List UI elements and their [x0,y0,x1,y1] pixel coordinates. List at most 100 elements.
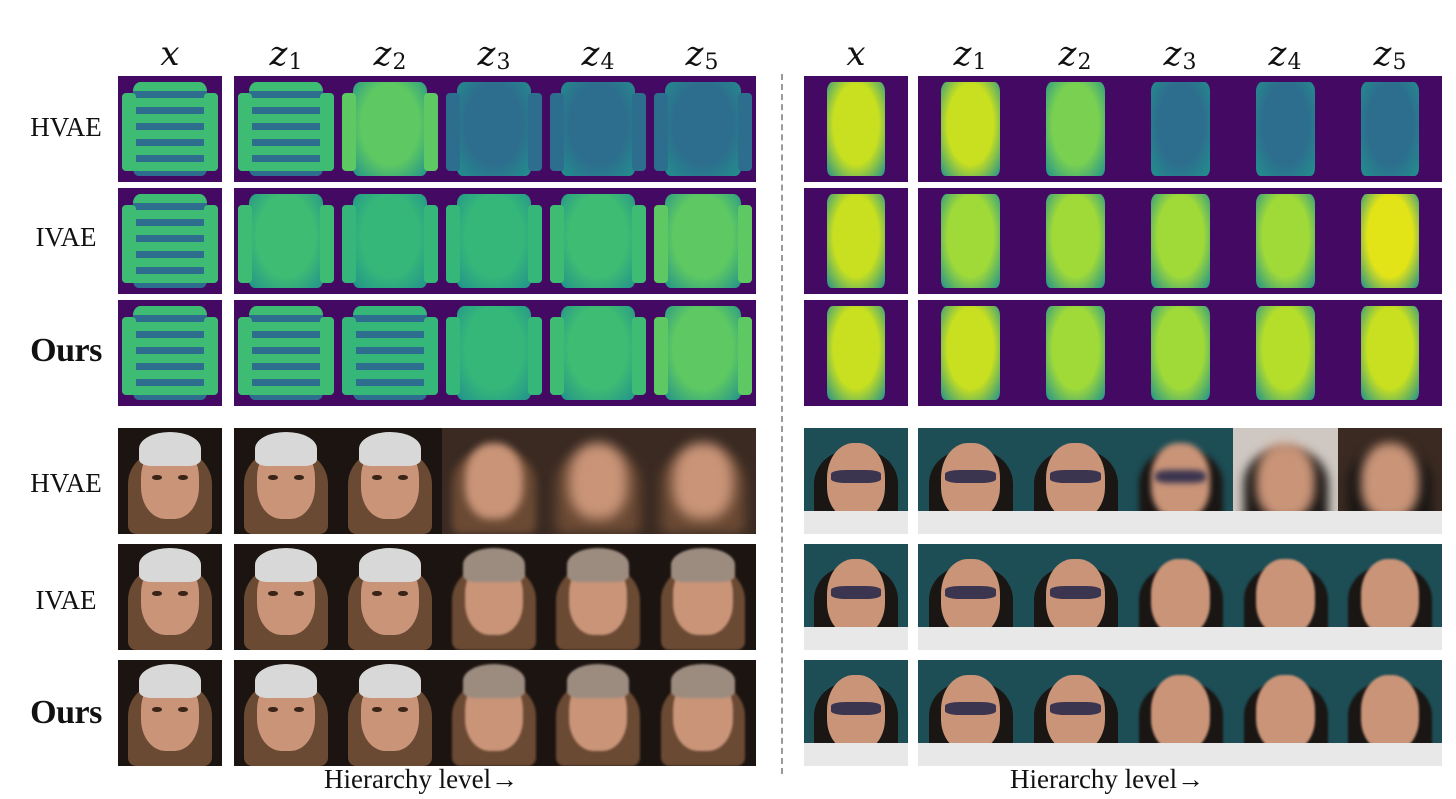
fashion-right-ours-col2 [1023,300,1128,406]
garment-sleeve [654,204,668,284]
fashion-right-ours-col4 [1233,300,1338,406]
face-eye [178,706,188,712]
face-right-ivae-col5 [1338,544,1442,650]
row-label-ivae-fashion: IVAE [35,222,97,252]
face-shirt [1338,626,1442,650]
face-shirt [1338,742,1442,766]
garment-sleeve [122,316,136,396]
garment-sleeve [424,316,438,396]
face-eye [294,706,304,712]
fashion-left-ivae-col5 [650,188,756,294]
face-left-ivae-col0 [118,544,222,650]
garment-sleeve [238,92,252,172]
face-thumbnail-icon [1256,558,1315,636]
col-header-z2-left: z2 [373,34,407,75]
fashion-right-ivae-col2 [1023,188,1128,294]
face-hat [566,548,630,583]
garment-thumbnail-icon [1360,194,1420,288]
face-sunglasses [831,702,881,716]
garment-sleeve [446,92,460,172]
face-right-ours-col0 [804,660,908,766]
face-right-ours-col4 [1233,660,1338,766]
garment-thumbnail-icon [560,306,636,400]
face-eye [152,474,162,480]
fashion-left-ivae-col4 [546,188,650,294]
face-sunglasses [945,470,996,484]
face-left-hvae-col2 [338,428,442,534]
face-sunglasses [831,586,881,600]
fashion-right-ivae-col5 [1338,188,1442,294]
fashion-left-ours-col2 [338,300,442,406]
face-hat [254,432,318,467]
garment-sleeve [122,92,136,172]
face-left-ours-col5 [650,660,756,766]
face-left-ivae-col4 [546,544,650,650]
face-left-ivae-col1 [234,544,338,650]
garment-sleeve [342,316,356,396]
garment-thumbnail-icon [1151,194,1210,288]
face-shirt [1128,510,1233,534]
garment-thumbnail-icon [1046,306,1105,400]
garment-thumbnail-icon [664,194,742,288]
garment-thumbnail-icon [352,194,428,288]
garment-sleeve [342,204,356,284]
face-right-ivae-col3 [1128,544,1233,650]
garment-thumbnail-icon [456,82,532,176]
face-thumbnail-icon [1151,558,1210,636]
garment-sleeve [238,316,252,396]
garment-thumbnail-icon [1151,82,1210,176]
face-hat [671,548,735,583]
face-shirt [918,742,1023,766]
fashion-left-ivae-col2 [338,188,442,294]
face-left-hvae-col1 [234,428,338,534]
face-eye [294,474,304,480]
face-shirt [1023,626,1128,650]
fashion-left-ivae-col1 [234,188,338,294]
garment-thumbnail-icon [664,82,742,176]
garment-sleeve [632,204,646,284]
row-label-hvae-fashion: HVAE [30,112,102,142]
fashion-right-hvae-col0 [804,76,908,182]
face-shirt [804,510,908,534]
face-right-ivae-col2 [1023,544,1128,650]
fashion-right-ivae-col4 [1233,188,1338,294]
garment-sleeve [738,92,752,172]
garment-sleeve [320,316,334,396]
face-thumbnail-icon [568,442,628,520]
garment-sleeve [446,204,460,284]
face-hat [671,664,735,699]
face-thumbnail-icon [1256,674,1315,752]
face-left-ivae-col5 [650,544,756,650]
face-left-ivae-col3 [442,544,546,650]
hierarchy-level-label-right: Hierarchy level→ [1010,764,1205,794]
col-header-z5-right: z5 [1373,34,1407,75]
face-left-hvae-col4 [546,428,650,534]
fashion-left-ours-col1 [234,300,338,406]
face-left-hvae-col5 [650,428,756,534]
face-sunglasses [1050,702,1101,716]
row-label-hvae-face: HVAE [30,468,102,498]
fashion-left-hvae-col3 [442,76,546,182]
col-header-z1-left: z1 [269,34,303,75]
garment-sleeve [204,316,218,396]
garment-thumbnail-icon [941,194,1000,288]
face-sunglasses [1155,470,1206,484]
fashion-right-ours-col1 [918,300,1023,406]
face-eye [268,706,278,712]
col-header-z3-right: z3 [1163,34,1197,75]
face-sunglasses [945,702,996,716]
face-right-hvae-col4 [1233,428,1338,534]
face-hat [462,548,526,583]
face-right-hvae-col3 [1128,428,1233,534]
fashion-right-hvae-col3 [1128,76,1233,182]
garment-sleeve [446,316,460,396]
face-sunglasses [1050,470,1101,484]
hierarchy-level-label-left: Hierarchy level→ [324,764,519,794]
col-header-x-right: x [846,34,866,74]
garment-thumbnail-icon [1046,194,1105,288]
face-hat [254,664,318,699]
col-header-z4-right: z4 [1268,34,1302,75]
fashion-left-hvae-col2 [338,76,442,182]
face-eye [372,706,382,712]
col-header-z5-left: z5 [685,34,719,75]
